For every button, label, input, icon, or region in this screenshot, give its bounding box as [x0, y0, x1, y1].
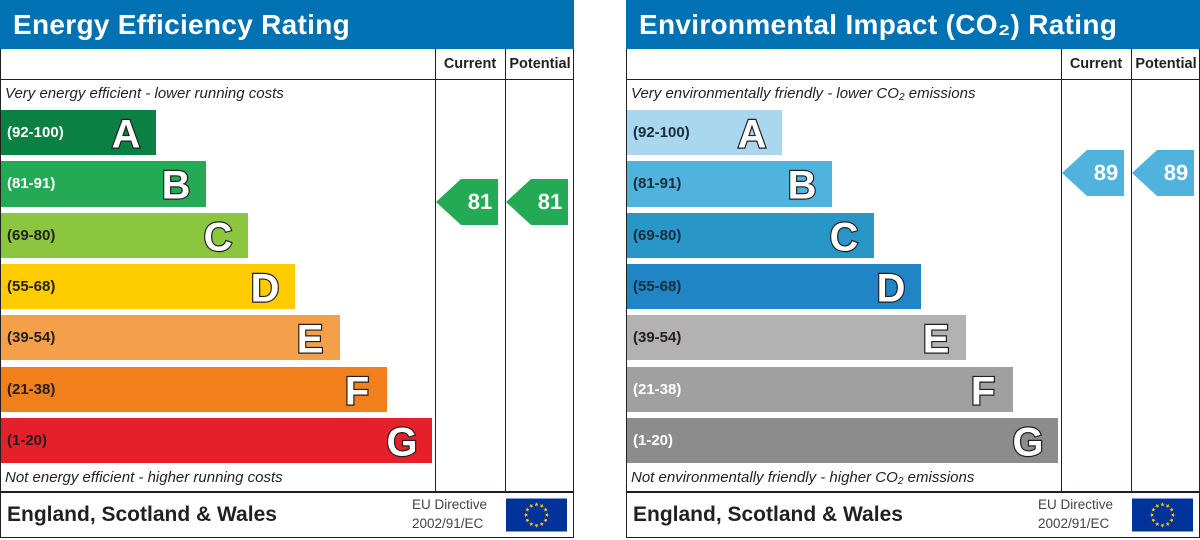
svg-text:B: B: [788, 164, 817, 207]
svg-text:A: A: [112, 113, 141, 156]
svg-text:G: G: [1012, 420, 1043, 463]
svg-text:C: C: [204, 215, 233, 258]
svg-text:F: F: [971, 369, 995, 412]
svg-text:C: C: [830, 215, 859, 258]
svg-text:E: E: [297, 318, 324, 361]
svg-text:A: A: [738, 113, 767, 156]
svg-text:F: F: [345, 369, 369, 412]
svg-text:E: E: [923, 318, 950, 361]
svg-text:G: G: [386, 420, 417, 463]
svg-text:D: D: [877, 267, 906, 310]
svg-text:D: D: [251, 267, 280, 310]
svg-text:B: B: [162, 164, 191, 207]
